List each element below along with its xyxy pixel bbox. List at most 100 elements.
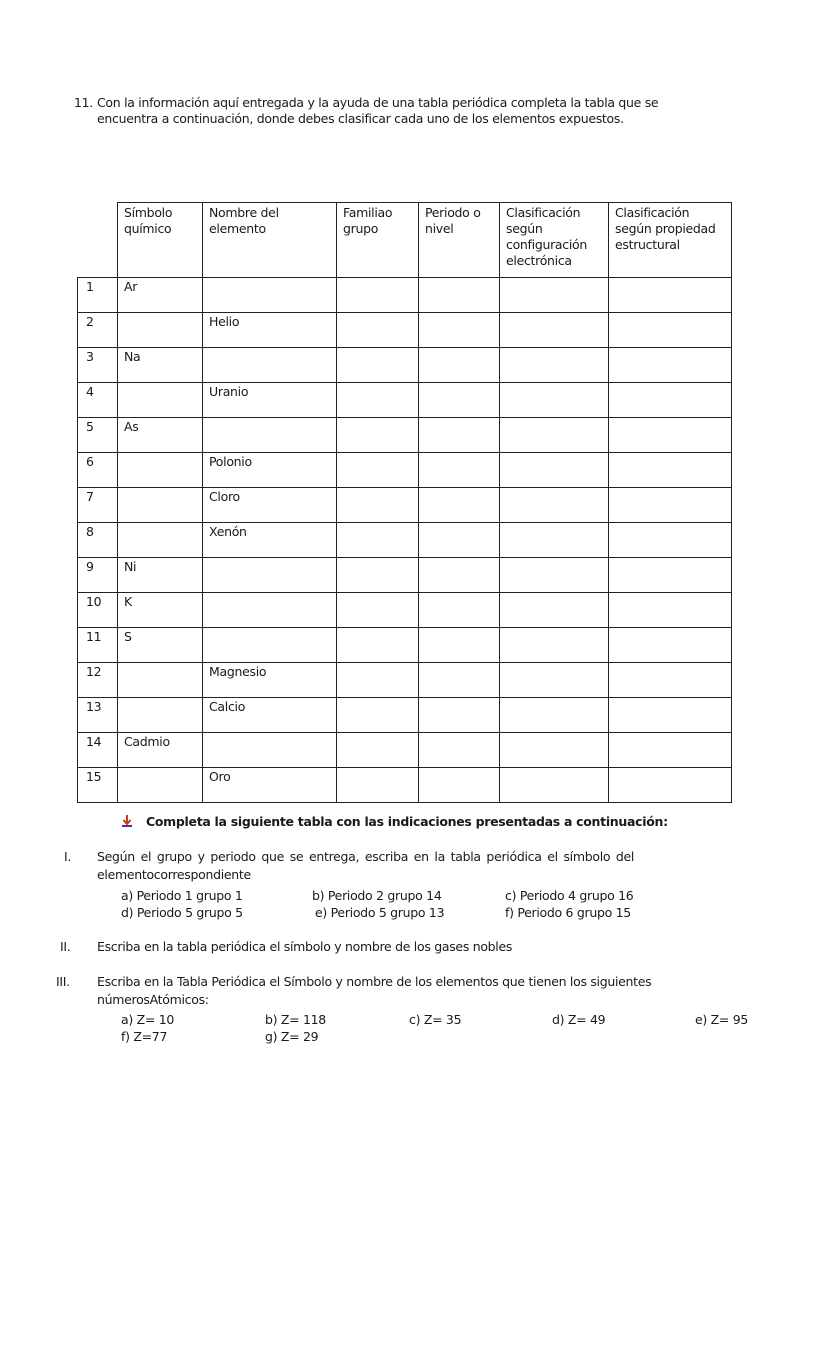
symbol-cell[interactable]: [117, 697, 203, 733]
group-cell[interactable]: [336, 417, 419, 453]
row-number-cell: 8: [77, 522, 118, 558]
name-cell[interactable]: [202, 592, 337, 628]
sub-item: f) Periodo 6 grupo 15: [505, 905, 631, 920]
name-cell[interactable]: [202, 347, 337, 383]
question-number: 11.: [74, 95, 93, 110]
period-cell[interactable]: [418, 522, 500, 558]
period-cell[interactable]: [418, 592, 500, 628]
name-cell[interactable]: [202, 732, 337, 768]
group-cell[interactable]: [336, 487, 419, 523]
electronic-classification-cell[interactable]: [499, 487, 609, 523]
electronic-classification-cell[interactable]: [499, 452, 609, 488]
period-cell[interactable]: [418, 417, 500, 453]
group-cell[interactable]: [336, 662, 419, 698]
electronic-classification-cell[interactable]: [499, 697, 609, 733]
row-number-cell: 5: [77, 417, 118, 453]
symbol-cell[interactable]: [117, 767, 203, 803]
group-cell[interactable]: [336, 382, 419, 418]
group-cell[interactable]: [336, 767, 419, 803]
electronic-classification-cell[interactable]: [499, 557, 609, 593]
name-cell: Helio: [202, 312, 337, 348]
structural-classification-cell[interactable]: [608, 312, 732, 348]
electronic-classification-cell[interactable]: [499, 592, 609, 628]
structural-classification-cell[interactable]: [608, 662, 732, 698]
period-cell[interactable]: [418, 767, 500, 803]
structural-classification-cell[interactable]: [608, 767, 732, 803]
group-cell[interactable]: [336, 452, 419, 488]
electronic-classification-cell[interactable]: [499, 382, 609, 418]
structural-classification-cell[interactable]: [608, 557, 732, 593]
period-cell[interactable]: [418, 627, 500, 663]
structural-classification-cell[interactable]: [608, 452, 732, 488]
question-text-line1: Con la información aquí entregada y la a…: [97, 95, 659, 110]
structural-classification-cell[interactable]: [608, 417, 732, 453]
structural-classification-cell[interactable]: [608, 627, 732, 663]
group-cell[interactable]: [336, 522, 419, 558]
symbol-cell[interactable]: [117, 487, 203, 523]
electronic-classification-cell[interactable]: [499, 347, 609, 383]
name-cell: Magnesio: [202, 662, 337, 698]
item-roman: I.: [64, 849, 72, 864]
period-cell[interactable]: [418, 277, 500, 313]
item-roman: II.: [60, 939, 71, 954]
electronic-classification-cell[interactable]: [499, 522, 609, 558]
electronic-classification-cell[interactable]: [499, 627, 609, 663]
name-cell[interactable]: [202, 277, 337, 313]
group-cell[interactable]: [336, 592, 419, 628]
header-cell: Símbolo químico: [117, 202, 203, 278]
row-number-cell: 2: [77, 312, 118, 348]
electronic-classification-cell[interactable]: [499, 767, 609, 803]
item-text: Según el grupo y periodo que se entrega,…: [97, 849, 635, 864]
name-cell[interactable]: [202, 627, 337, 663]
period-cell[interactable]: [418, 487, 500, 523]
group-cell[interactable]: [336, 347, 419, 383]
electronic-classification-cell[interactable]: [499, 662, 609, 698]
electronic-classification-cell[interactable]: [499, 277, 609, 313]
symbol-cell: Ar: [117, 277, 203, 313]
group-cell[interactable]: [336, 697, 419, 733]
symbol-cell[interactable]: [117, 452, 203, 488]
electronic-classification-cell[interactable]: [499, 732, 609, 768]
period-cell[interactable]: [418, 382, 500, 418]
group-cell[interactable]: [336, 627, 419, 663]
period-cell[interactable]: [418, 312, 500, 348]
table-row: 4 Uranio: [77, 382, 732, 418]
structural-classification-cell[interactable]: [608, 522, 732, 558]
symbol-cell[interactable]: [117, 522, 203, 558]
structural-classification-cell[interactable]: [608, 697, 732, 733]
group-cell[interactable]: [336, 732, 419, 768]
structural-classification-cell[interactable]: [608, 382, 732, 418]
row-number-cell: 15: [77, 767, 118, 803]
symbol-cell: K: [117, 592, 203, 628]
sub-item: c) Periodo 4 grupo 16: [505, 888, 634, 903]
structural-classification-cell[interactable]: [608, 732, 732, 768]
header-cell: Clasificación según propiedad estructura…: [608, 202, 732, 278]
symbol-cell: Cadmio: [117, 732, 203, 768]
period-cell[interactable]: [418, 662, 500, 698]
symbol-cell[interactable]: [117, 312, 203, 348]
group-cell[interactable]: [336, 557, 419, 593]
symbol-cell[interactable]: [117, 382, 203, 418]
table-row: 9 Ni: [77, 557, 732, 593]
table-row: 10 K: [77, 592, 732, 628]
structural-classification-cell[interactable]: [608, 592, 732, 628]
symbol-cell[interactable]: [117, 662, 203, 698]
period-cell[interactable]: [418, 732, 500, 768]
name-cell[interactable]: [202, 557, 337, 593]
period-cell[interactable]: [418, 452, 500, 488]
row-number-cell: 6: [77, 452, 118, 488]
period-cell[interactable]: [418, 557, 500, 593]
electronic-classification-cell[interactable]: [499, 312, 609, 348]
electronic-classification-cell[interactable]: [499, 417, 609, 453]
structural-classification-cell[interactable]: [608, 487, 732, 523]
period-cell[interactable]: [418, 347, 500, 383]
group-cell[interactable]: [336, 277, 419, 313]
table-row: 13 Calcio: [77, 697, 732, 733]
period-cell[interactable]: [418, 697, 500, 733]
structural-classification-cell[interactable]: [608, 277, 732, 313]
instructions-heading: Completa la siguiente tabla con las indi…: [146, 814, 668, 829]
row-number-cell: 7: [77, 487, 118, 523]
group-cell[interactable]: [336, 312, 419, 348]
structural-classification-cell[interactable]: [608, 347, 732, 383]
name-cell[interactable]: [202, 417, 337, 453]
